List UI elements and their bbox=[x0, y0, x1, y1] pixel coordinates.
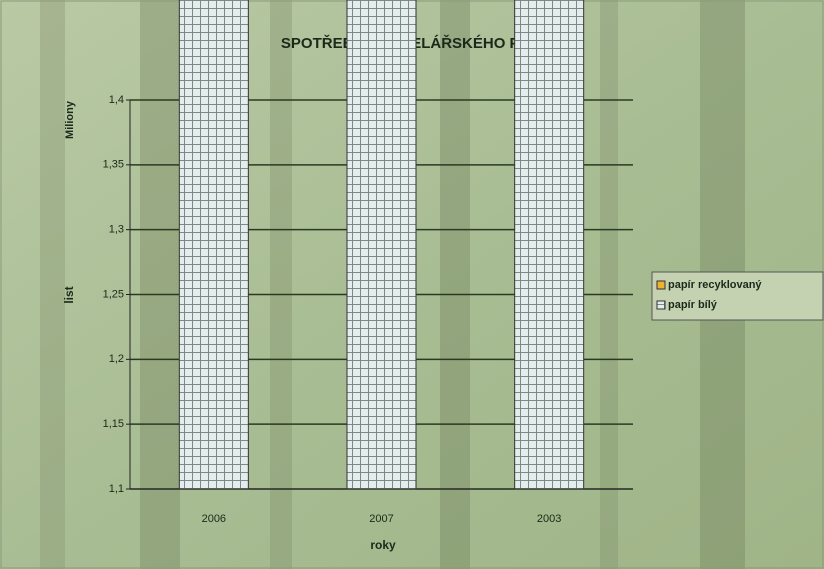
y-tick-label: 1,35 bbox=[103, 159, 124, 171]
y-tick-label: 1,3 bbox=[109, 224, 124, 236]
y-tick-label: 1,1 bbox=[109, 483, 124, 495]
legend-label: papír bílý bbox=[668, 299, 718, 311]
y-tick-label: 1,4 bbox=[109, 94, 124, 106]
y-unit-label: Miliony bbox=[64, 100, 76, 139]
bar-segment bbox=[515, 0, 584, 489]
legend-swatch bbox=[657, 301, 665, 309]
bar-segment bbox=[347, 0, 416, 489]
x-tick-label: 2007 bbox=[369, 513, 393, 525]
x-tick-label: 2003 bbox=[537, 513, 561, 525]
chart: SPOTŘEBA KANCELÁŘSKÉHO PAPÍRU Miliony li… bbox=[0, 0, 824, 569]
bar-segment bbox=[179, 0, 248, 489]
legend-swatch bbox=[657, 281, 665, 289]
y-tick-label: 1,15 bbox=[103, 418, 124, 430]
y-axis-title: list bbox=[62, 286, 76, 303]
y-tick-label: 1,2 bbox=[109, 353, 124, 365]
x-tick-label: 2006 bbox=[202, 513, 226, 525]
x-axis-title: roky bbox=[370, 538, 396, 552]
legend-label: papír recyklovaný bbox=[668, 279, 762, 291]
y-tick-label: 1,25 bbox=[103, 288, 124, 300]
